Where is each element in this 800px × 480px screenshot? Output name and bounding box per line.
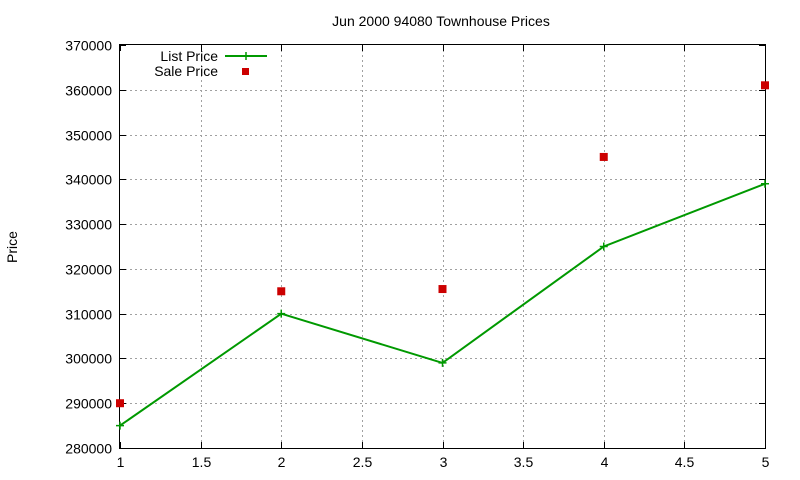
chart-title: Jun 2000 94080 Townhouse Prices <box>332 13 550 29</box>
y-tick-label: 330000 <box>65 217 112 233</box>
x-tick-label: 1.5 <box>192 454 212 470</box>
sale-price-point <box>438 285 447 294</box>
y-tick-label: 290000 <box>65 396 112 412</box>
legend-label-list-price: List Price <box>160 48 218 64</box>
tick-labels: 1 1.5 2 2.5 3 3.5 4 4.5 5 280000 290000 300000 31000… <box>65 38 769 471</box>
x-tick-label: 5 <box>762 454 770 470</box>
sale-price-point <box>761 81 769 90</box>
y-tick-label: 280000 <box>65 441 112 457</box>
sale-price-point <box>599 152 608 161</box>
y-tick-label: 370000 <box>65 38 112 54</box>
axis-ticks <box>120 45 766 449</box>
y-tick-label: 320000 <box>65 262 112 278</box>
legend-marker-sale-price <box>242 68 249 75</box>
y-tick-label: 340000 <box>65 172 112 188</box>
sale-price-point <box>116 399 124 408</box>
y-tick-label: 360000 <box>65 83 112 99</box>
x-tick-label: 2 <box>278 454 286 470</box>
sale-price-point <box>277 287 286 296</box>
x-tick-label: 4 <box>601 454 609 470</box>
legend-label-sale-price: Sale Price <box>154 63 218 79</box>
list-price-point <box>438 358 447 367</box>
y-tick-label: 300000 <box>65 351 112 367</box>
series <box>116 81 769 430</box>
y-tick-label: 350000 <box>65 128 112 144</box>
list-price-point <box>116 421 124 430</box>
list-price-point <box>599 242 608 251</box>
list-price-point <box>761 179 769 188</box>
y-tick-label: 310000 <box>65 307 112 323</box>
x-tick-label: 2.5 <box>353 454 373 470</box>
grid <box>120 45 765 448</box>
y-axis-label: Price <box>4 231 20 263</box>
x-tick-label: 4.5 <box>675 454 695 470</box>
x-tick-label: 3.5 <box>514 454 534 470</box>
plot-frame <box>119 44 766 449</box>
legend: List Price Sale Price <box>154 48 267 79</box>
x-tick-label: 1 <box>117 454 125 470</box>
list-price-line <box>119 182 766 427</box>
x-tick-label: 3 <box>440 454 448 470</box>
legend-marker-list-price <box>242 52 250 60</box>
list-price-point <box>277 309 286 318</box>
